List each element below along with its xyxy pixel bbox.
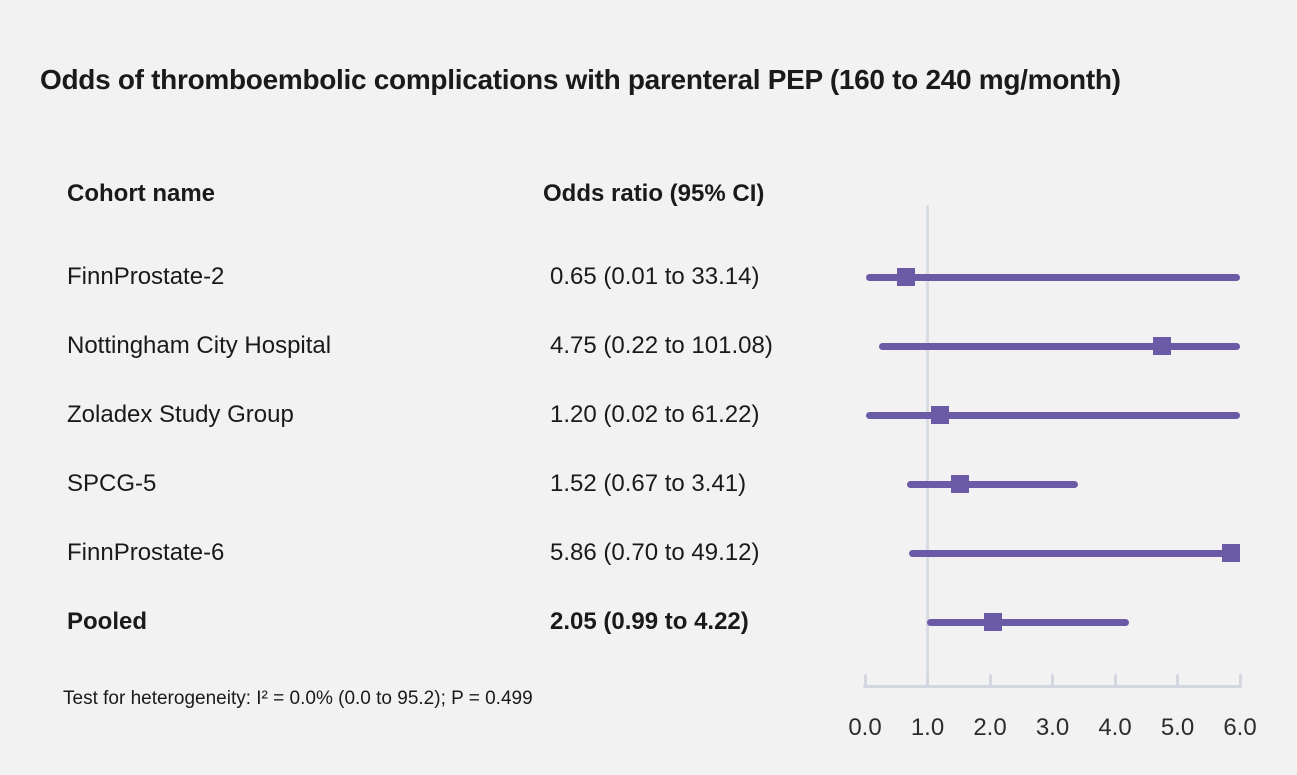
x-tick-label: 5.0 <box>1160 714 1195 741</box>
or-marker <box>931 406 949 424</box>
ci-bar <box>906 480 1079 488</box>
or-marker <box>984 613 1003 631</box>
x-tick <box>1113 674 1117 686</box>
x-tick-label: 0.0 <box>848 714 882 741</box>
x-tick <box>1176 674 1179 686</box>
row-label: FinnProstate-6 <box>67 539 225 566</box>
x-tick-label: 2.0 <box>973 714 1007 741</box>
ci-bar <box>865 273 1240 281</box>
or-marker <box>1222 544 1241 562</box>
column-header-cohort: Cohort name <box>67 180 216 207</box>
page-title: Odds of thromboembolic complications wit… <box>40 64 1121 95</box>
column-header-odds-ratio: Odds ratio (95% CI) <box>543 180 765 207</box>
x-tick <box>1051 674 1054 686</box>
x-axis-line <box>863 685 1242 688</box>
ci-bar <box>866 411 1240 419</box>
row-value: 1.20 (0.02 to 61.22) <box>550 401 760 428</box>
or-marker <box>951 475 969 493</box>
row-label: FinnProstate-2 <box>67 263 225 290</box>
heterogeneity-footnote: Test for heterogeneity: I² = 0.0% (0.0 t… <box>63 688 533 709</box>
row-label: Nottingham City Hospital <box>67 332 332 359</box>
x-tick <box>988 674 992 686</box>
row-label: Pooled <box>67 608 148 635</box>
or-marker <box>1152 337 1171 355</box>
or-marker <box>896 268 915 286</box>
row-value: 4.75 (0.22 to 101.08) <box>550 332 773 359</box>
ci-bar <box>908 549 1240 557</box>
x-tick-label: 6.0 <box>1223 714 1257 741</box>
x-tick <box>863 674 867 686</box>
x-tick-label: 4.0 <box>1098 714 1132 741</box>
row-value: 0.65 (0.01 to 33.14) <box>550 263 760 290</box>
ci-bar <box>926 618 1129 626</box>
row-label: SPCG-5 <box>67 470 157 497</box>
row-value: 5.86 (0.70 to 49.12) <box>550 539 760 566</box>
ci-bar <box>878 342 1240 350</box>
x-tick-label: 1.0 <box>910 714 945 741</box>
row-value: 2.05 (0.99 to 4.22) <box>550 608 749 635</box>
x-tick-label: 3.0 <box>1035 714 1070 741</box>
row-label: Zoladex Study Group <box>67 401 294 428</box>
x-tick <box>1238 674 1242 686</box>
reference-line <box>926 205 929 686</box>
row-value: 1.52 (0.67 to 3.41) <box>550 470 747 497</box>
x-tick <box>926 674 929 686</box>
